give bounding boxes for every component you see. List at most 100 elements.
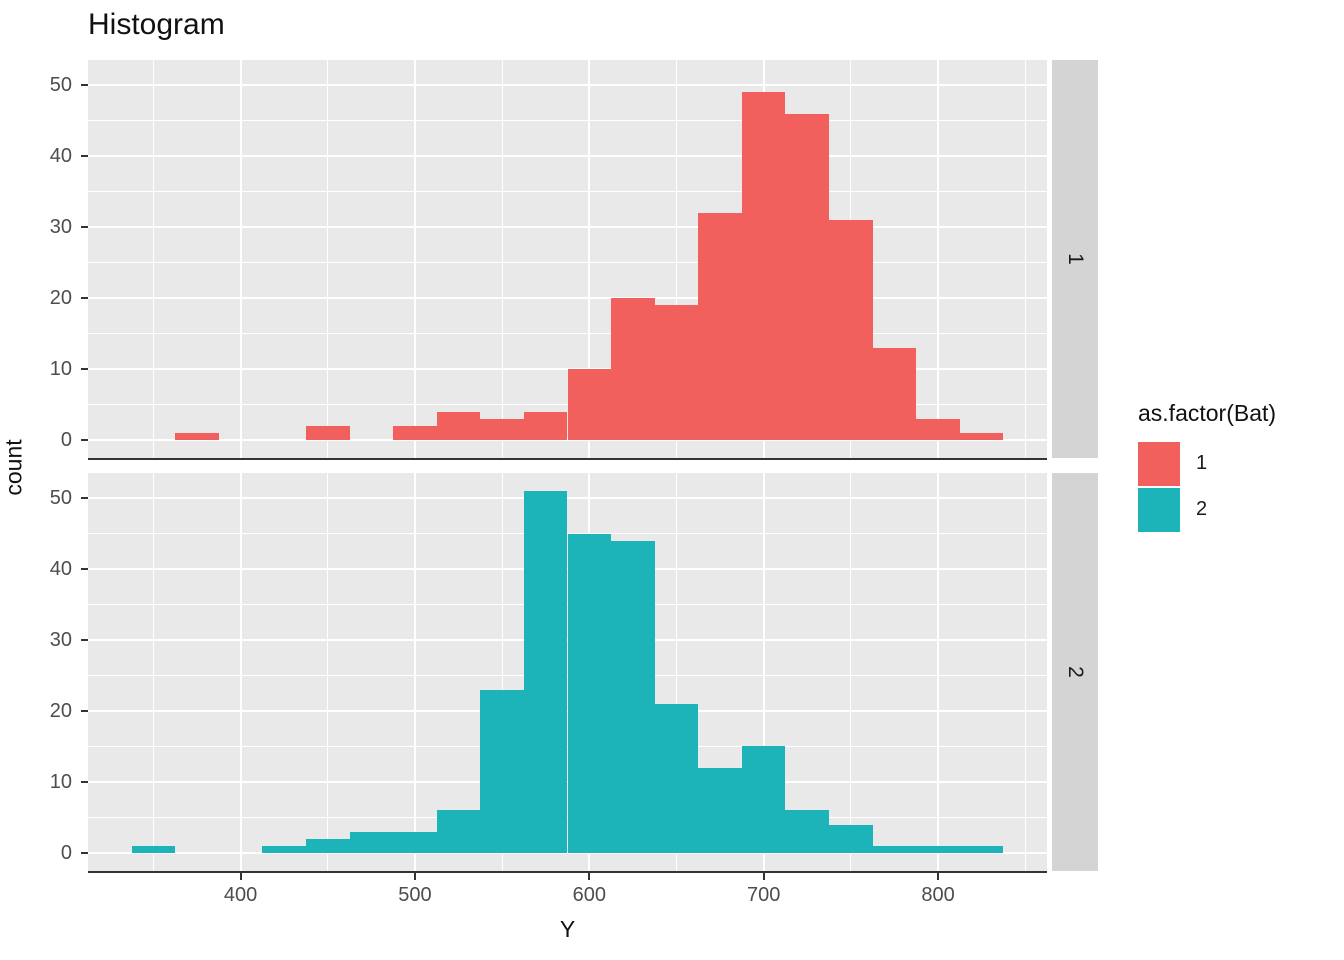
y-axis-tick-label: 10	[49, 357, 72, 380]
gridline-major-y	[88, 851, 1047, 854]
y-axis-tick-label: 40	[49, 145, 72, 168]
facet-strip-label: 2	[1064, 666, 1087, 678]
legend-title: as.factor(Bat)	[1138, 400, 1277, 426]
histogram-bar	[523, 411, 568, 440]
gridline-minor-x	[152, 60, 154, 458]
gridline-minor-x	[675, 473, 677, 871]
gridline-major-x	[239, 473, 242, 871]
y-axis-tick	[81, 851, 88, 854]
histogram-bar	[872, 347, 917, 440]
legend-entry-label: 2	[1196, 498, 1208, 520]
histogram-bar	[916, 845, 960, 853]
y-axis-title: count	[0, 439, 27, 496]
gridline-major-x	[413, 60, 416, 458]
gridline-minor-y	[88, 332, 1047, 334]
histogram-bar	[262, 845, 306, 853]
facet-strip-1: 1	[1052, 60, 1098, 458]
histogram-bar	[393, 425, 437, 440]
histogram-bar	[523, 491, 568, 853]
histogram-bar	[872, 845, 917, 853]
histogram-bar	[436, 810, 481, 853]
facet-strip-2: 2	[1052, 473, 1098, 871]
gridline-major-x	[413, 473, 416, 871]
histogram-bar	[175, 432, 219, 440]
gridline-minor-x	[1024, 60, 1026, 458]
histogram-bar	[349, 831, 394, 853]
histogram-bar	[741, 746, 786, 853]
y-axis-tick	[81, 367, 88, 370]
histogram-bar	[829, 824, 873, 853]
y-axis-tick	[81, 639, 88, 642]
x-axis-tick	[937, 873, 940, 880]
legend-entry: 2	[1138, 487, 1338, 532]
gridline-major-y	[88, 84, 1047, 87]
gridline-minor-x	[501, 473, 503, 871]
y-axis-tick-label: 30	[49, 629, 72, 652]
histogram-bar	[785, 810, 830, 853]
x-axis-tick-label: 400	[223, 884, 258, 906]
gridline-major-y	[88, 226, 1047, 229]
y-axis-tick	[81, 155, 88, 158]
y-axis-tick-label: 0	[60, 841, 72, 864]
histogram-bar	[698, 212, 742, 440]
y-axis-tick	[81, 438, 88, 441]
y-axis-tick	[81, 497, 88, 500]
y-axis-tick	[81, 780, 88, 783]
y-axis-tick-label: 40	[49, 558, 72, 581]
gridline-major-x	[937, 473, 940, 871]
y-axis-tick-label: 10	[49, 770, 72, 793]
histogram-bar	[611, 540, 655, 853]
facet-panel-1	[88, 60, 1047, 460]
gridline-minor-y	[88, 262, 1047, 264]
y-axis-tick	[81, 226, 88, 229]
x-axis-tick-label: 800	[921, 884, 955, 906]
x-axis-title: Y	[559, 916, 576, 942]
histogram-bar	[654, 305, 699, 440]
legend-entry: 1	[1138, 441, 1338, 486]
histogram-bar	[611, 298, 655, 440]
histogram-bar	[393, 831, 437, 853]
histogram-bar	[959, 845, 1004, 853]
gridline-major-y	[88, 155, 1047, 158]
y-axis-tick-label: 0	[60, 428, 72, 451]
facet-strip-label: 1	[1064, 253, 1087, 265]
y-axis-tick	[81, 84, 88, 87]
histogram-bar	[654, 703, 699, 853]
gridline-major-y	[88, 297, 1047, 300]
histogram-bar	[305, 838, 350, 853]
x-axis-tick	[239, 873, 242, 880]
gridline-major-x	[937, 60, 940, 458]
x-axis-tick	[588, 873, 591, 880]
plot-title: Histogram	[88, 8, 225, 41]
legend-swatch-red	[1138, 441, 1180, 486]
gridline-major-y	[88, 497, 1047, 500]
gridline-minor-x	[501, 60, 503, 458]
x-axis-tick	[413, 873, 416, 880]
gridline-minor-x	[675, 60, 677, 458]
gridline-major-y	[88, 438, 1047, 441]
histogram-bar	[436, 411, 481, 440]
gridline-major-x	[588, 60, 591, 458]
y-axis-tick-label: 20	[49, 700, 72, 723]
histogram-bar	[480, 418, 524, 440]
histogram-bar	[480, 689, 524, 853]
gridline-major-x	[239, 60, 242, 458]
gridline-major-x	[762, 473, 765, 871]
histogram-bar	[785, 113, 830, 440]
x-axis-tick-label: 700	[746, 884, 781, 906]
x-axis-tick	[762, 873, 765, 880]
gridline-minor-x	[850, 473, 852, 871]
histogram-bar	[305, 425, 350, 440]
gridline-minor-y	[88, 191, 1047, 193]
y-axis-tick-label: 30	[49, 216, 72, 239]
gridline-minor-x	[327, 473, 329, 871]
histogram-bar	[829, 219, 873, 440]
histogram-bar	[741, 92, 786, 440]
legend-swatch-teal	[1138, 487, 1180, 532]
histogram-bar	[567, 533, 612, 853]
histogram-bar	[131, 845, 176, 853]
histogram-bar	[698, 767, 742, 853]
y-axis-tick	[81, 568, 88, 571]
gridline-minor-x	[1024, 473, 1026, 871]
